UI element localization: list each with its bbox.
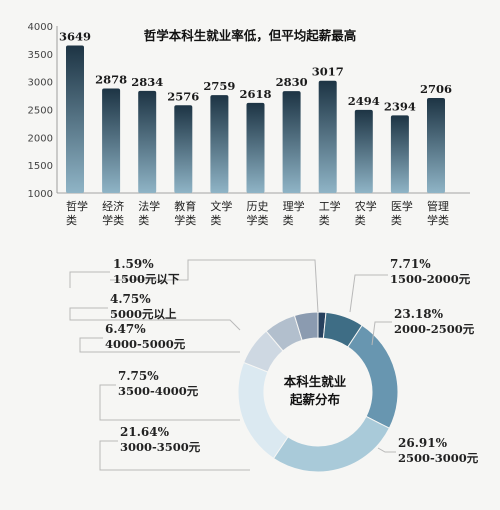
bar <box>354 109 373 193</box>
bar-chart: 哲学本科生就业率低，但平均起薪最高 1000 1500 2000 2500 3000 35… <box>28 22 470 227</box>
category-label: 管理 <box>427 199 449 213</box>
slice-range-label: 5000元以上 <box>110 307 177 321</box>
y-tick-label: 2500 <box>28 106 53 117</box>
category-label: 类 <box>355 213 366 227</box>
bar-value-label: 2618 <box>239 87 271 101</box>
bar-value-label: 2759 <box>203 79 235 93</box>
bar-value-label: 2494 <box>348 94 380 108</box>
category-label: 类 <box>66 213 77 227</box>
bar-value-label: 3017 <box>312 65 344 79</box>
y-tick-label: 1500 <box>28 161 53 172</box>
donut-slice <box>272 415 390 473</box>
category-label: 类 <box>210 213 221 227</box>
bar-value-label: 2830 <box>276 75 308 89</box>
slice-percent-label: 7.71% <box>390 257 431 271</box>
category-label: 法学 <box>138 199 160 213</box>
bar-value-label: 2878 <box>95 72 127 86</box>
leader-line <box>79 337 240 353</box>
bar <box>318 80 337 193</box>
slice-percent-label: 1.59% <box>113 257 154 271</box>
bar-value-label: 3649 <box>59 30 91 44</box>
category-label: 工学 <box>319 199 341 213</box>
category-label: 类 <box>319 213 330 227</box>
bar <box>66 45 84 193</box>
slice-range-label: 1500元以下 <box>113 272 180 286</box>
category-label: 类 <box>283 213 294 227</box>
leader-line <box>371 321 392 346</box>
bar <box>138 90 157 193</box>
bar <box>390 115 409 193</box>
category-label: 学类 <box>427 213 449 227</box>
category-label: 医学 <box>391 199 413 213</box>
category-label: 农学 <box>355 199 377 213</box>
slice-percent-label: 26.91% <box>398 436 448 450</box>
bar <box>102 88 121 193</box>
donut-title-line-2: 起薪分布 <box>289 392 341 407</box>
bar <box>246 102 265 193</box>
category-label: 教育 <box>174 199 196 213</box>
slice-range-label: 1500-2000元 <box>390 272 471 286</box>
y-tick-label: 1000 <box>28 189 53 200</box>
bar <box>210 95 229 193</box>
y-tick-label: 4000 <box>28 22 53 33</box>
bar-value-label: 2834 <box>131 75 163 89</box>
donut-title-line-1: 本科生就业 <box>284 374 347 389</box>
bar <box>427 98 445 193</box>
category-label: 文学 <box>210 199 232 213</box>
category-label: 历史 <box>247 200 269 213</box>
slice-range-label: 4000-5000元 <box>105 337 186 351</box>
y-tick-label: 3500 <box>28 50 53 61</box>
slice-percent-label: 6.47% <box>105 322 146 336</box>
leader-line <box>377 447 396 453</box>
bar <box>174 105 193 193</box>
donut-slice <box>237 361 289 460</box>
slice-percent-label: 4.75% <box>110 292 151 306</box>
leader-line <box>69 307 241 331</box>
category-label: 类 <box>391 213 402 227</box>
bar-value-label: 2576 <box>167 89 199 103</box>
category-label: 学类 <box>247 213 269 227</box>
leader-line <box>99 440 250 471</box>
category-label: 经济 <box>102 199 124 213</box>
bar-value-label: 2706 <box>420 82 452 96</box>
leader-line <box>349 274 388 313</box>
category-label: 类 <box>138 213 149 227</box>
slice-range-label: 2000-2500元 <box>394 322 475 336</box>
leader-line <box>99 384 240 421</box>
slice-percent-label: 21.64% <box>120 425 170 439</box>
bar <box>282 91 301 193</box>
leader-line <box>69 259 319 313</box>
donut-slice <box>293 311 319 342</box>
slice-range-label: 2500-3000元 <box>398 451 479 465</box>
bar-value-label: 2394 <box>384 99 416 113</box>
category-label: 理学 <box>283 199 305 213</box>
y-tick-label: 3000 <box>28 78 53 89</box>
slice-range-label: 3000-3500元 <box>120 440 201 454</box>
category-label: 学类 <box>102 213 124 227</box>
category-label: 哲学 <box>66 199 88 213</box>
slice-percent-label: 7.75% <box>118 369 159 383</box>
slice-range-label: 3500-4000元 <box>118 384 199 398</box>
y-tick-label: 2000 <box>28 133 53 144</box>
slice-percent-label: 23.18% <box>394 307 444 321</box>
category-label: 学类 <box>174 213 196 227</box>
bar-chart-title: 哲学本科生就业率低，但平均起薪最高 <box>144 28 357 43</box>
